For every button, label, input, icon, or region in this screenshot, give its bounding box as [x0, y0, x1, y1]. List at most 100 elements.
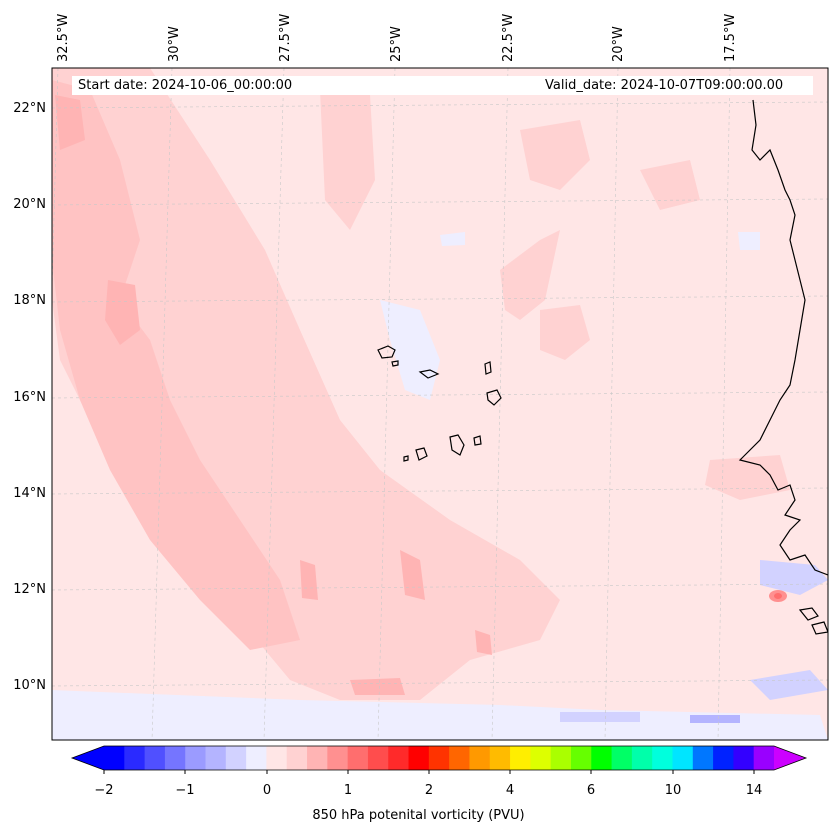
- colorbar-segment: [510, 746, 531, 770]
- pv-blob-east-2: [640, 160, 700, 210]
- island-brava: [403, 455, 409, 462]
- cbar-tick-label: 10: [665, 783, 682, 798]
- pv-negative-patch-6: [690, 715, 740, 723]
- africa-coastline: [738, 99, 828, 576]
- pv-patch-4: [300, 560, 318, 600]
- pv-patch-5: [350, 678, 405, 695]
- colorbar-segment: [489, 746, 511, 770]
- colorbar-segment: [692, 746, 714, 770]
- island-santo-antao: [377, 345, 396, 359]
- cbar-tick-label: 1: [344, 783, 352, 798]
- valid-date-label: Valid_date: 2024-10-07T09:00:00.00: [540, 76, 813, 95]
- pv-patch-1: [105, 280, 140, 345]
- pv-negative-patch-3: [760, 560, 828, 595]
- colorbar-segment: [144, 746, 166, 770]
- island-santiago: [449, 434, 465, 456]
- colorbar-segment: [428, 746, 450, 770]
- pv-blob-north-3: [520, 120, 590, 190]
- colorbar-label: 850 hPa potenital vorticity (PVU): [312, 808, 525, 823]
- pv-negative-patch-5: [560, 712, 640, 722]
- cbar-tick-label: 2: [425, 783, 433, 798]
- pv-negative-patch-7: [440, 232, 465, 246]
- colorbar-segment: [205, 746, 227, 770]
- cbar-tick-label: 4: [506, 783, 514, 798]
- colorbar-segment: [225, 746, 247, 770]
- colorbar-segment: [185, 746, 207, 770]
- lon-label: 20°W: [611, 26, 626, 62]
- coastlines: [377, 99, 828, 635]
- pv-patch-2: [55, 95, 85, 150]
- valid-date-text: Valid_date: 2024-10-07T09:00:00.00: [545, 78, 784, 93]
- colorbar-segment: [104, 746, 125, 770]
- island-sao-nicolau: [418, 369, 440, 379]
- colorbar-extend-high: [774, 746, 806, 770]
- colorbar-extend-low: [72, 746, 104, 770]
- colorbar-segment: [164, 746, 186, 770]
- lon-label: 17.5°W: [723, 14, 738, 62]
- colorbar-segment: [591, 746, 613, 770]
- pv-patch-6: [475, 630, 492, 655]
- cbar-tick-label: −1: [175, 783, 194, 798]
- island-maio: [473, 435, 482, 446]
- latitude-labels: 22°N 20°N 18°N 16°N 14°N 12°N 10°N: [13, 101, 46, 693]
- colorbar-segment: [266, 746, 288, 770]
- lon-label: 27.5°W: [278, 14, 293, 62]
- header-strip: [310, 76, 540, 95]
- pv-blob-north-2: [500, 230, 560, 320]
- lat-label: 14°N: [13, 486, 46, 501]
- gridlines: [52, 68, 828, 740]
- start-date-label: Start date: 2024-10-06_00:00:00: [72, 76, 316, 95]
- longitude-labels: 32.5°W 30°W 27.5°W 25°W 22.5°W 20°W 17.5…: [56, 14, 738, 62]
- colorbar-segment: [550, 746, 572, 770]
- lon-label: 25°W: [389, 26, 404, 62]
- island-fogo: [415, 447, 428, 461]
- colorbar-segment: [449, 746, 470, 770]
- lat-label: 10°N: [13, 678, 46, 693]
- pv-blob-north-1: [320, 90, 375, 230]
- colorbar-segment: [124, 746, 146, 770]
- colorbar-segment: [753, 746, 775, 770]
- colorbar-segment: [408, 746, 430, 770]
- colorbar-segment: [388, 746, 410, 770]
- lat-label: 18°N: [13, 293, 46, 308]
- colorbar-segment: [672, 746, 694, 770]
- lon-label: 22.5°W: [501, 14, 516, 62]
- lat-label: 22°N: [13, 101, 46, 116]
- cbar-tick-label: 6: [587, 783, 595, 798]
- cbar-tick-label: −2: [94, 783, 113, 798]
- colorbar-segment: [652, 746, 673, 770]
- colorbar-segment: [733, 746, 755, 770]
- pv-negative-patch-2: [52, 690, 828, 740]
- lon-label: 30°W: [167, 26, 182, 62]
- colorbar-segment: [611, 746, 633, 770]
- colorbar-segment: [469, 746, 491, 770]
- colorbar-segment: [307, 746, 328, 770]
- pv-negative-patch-4: [750, 670, 828, 700]
- pv-blob-north-4: [540, 305, 590, 360]
- bissagos-islands: [798, 607, 828, 635]
- island-sao-vicente: [391, 360, 399, 367]
- colorbar-segment: [570, 746, 592, 770]
- lat-label: 12°N: [13, 582, 46, 597]
- map-frame: [51, 67, 829, 741]
- start-date-text: Start date: 2024-10-06_00:00:00: [78, 78, 293, 93]
- colorbar-segment: [347, 746, 369, 770]
- island-sal: [484, 361, 492, 375]
- pv-band-medium: [52, 80, 300, 650]
- pv-spot-coast-inner: [774, 593, 782, 599]
- colorbar-segment: [530, 746, 552, 770]
- colorbar-tick-labels: −2 −1 0 1 2 4 6 10 14: [94, 783, 762, 798]
- colorbar-segment: [631, 746, 653, 770]
- pv-negative-patch-8: [738, 232, 760, 250]
- colorbar-segment: [367, 746, 389, 770]
- colorbar-segment: [246, 746, 267, 770]
- colorbar: [70, 745, 808, 774]
- lat-label: 20°N: [13, 197, 46, 212]
- cbar-tick-label: 0: [263, 783, 271, 798]
- colorbar-segment: [327, 746, 349, 770]
- island-boa-vista: [486, 389, 502, 406]
- colorbar-segment: [286, 746, 308, 770]
- lat-label: 16°N: [13, 390, 46, 405]
- colorbar-segment: [713, 746, 734, 770]
